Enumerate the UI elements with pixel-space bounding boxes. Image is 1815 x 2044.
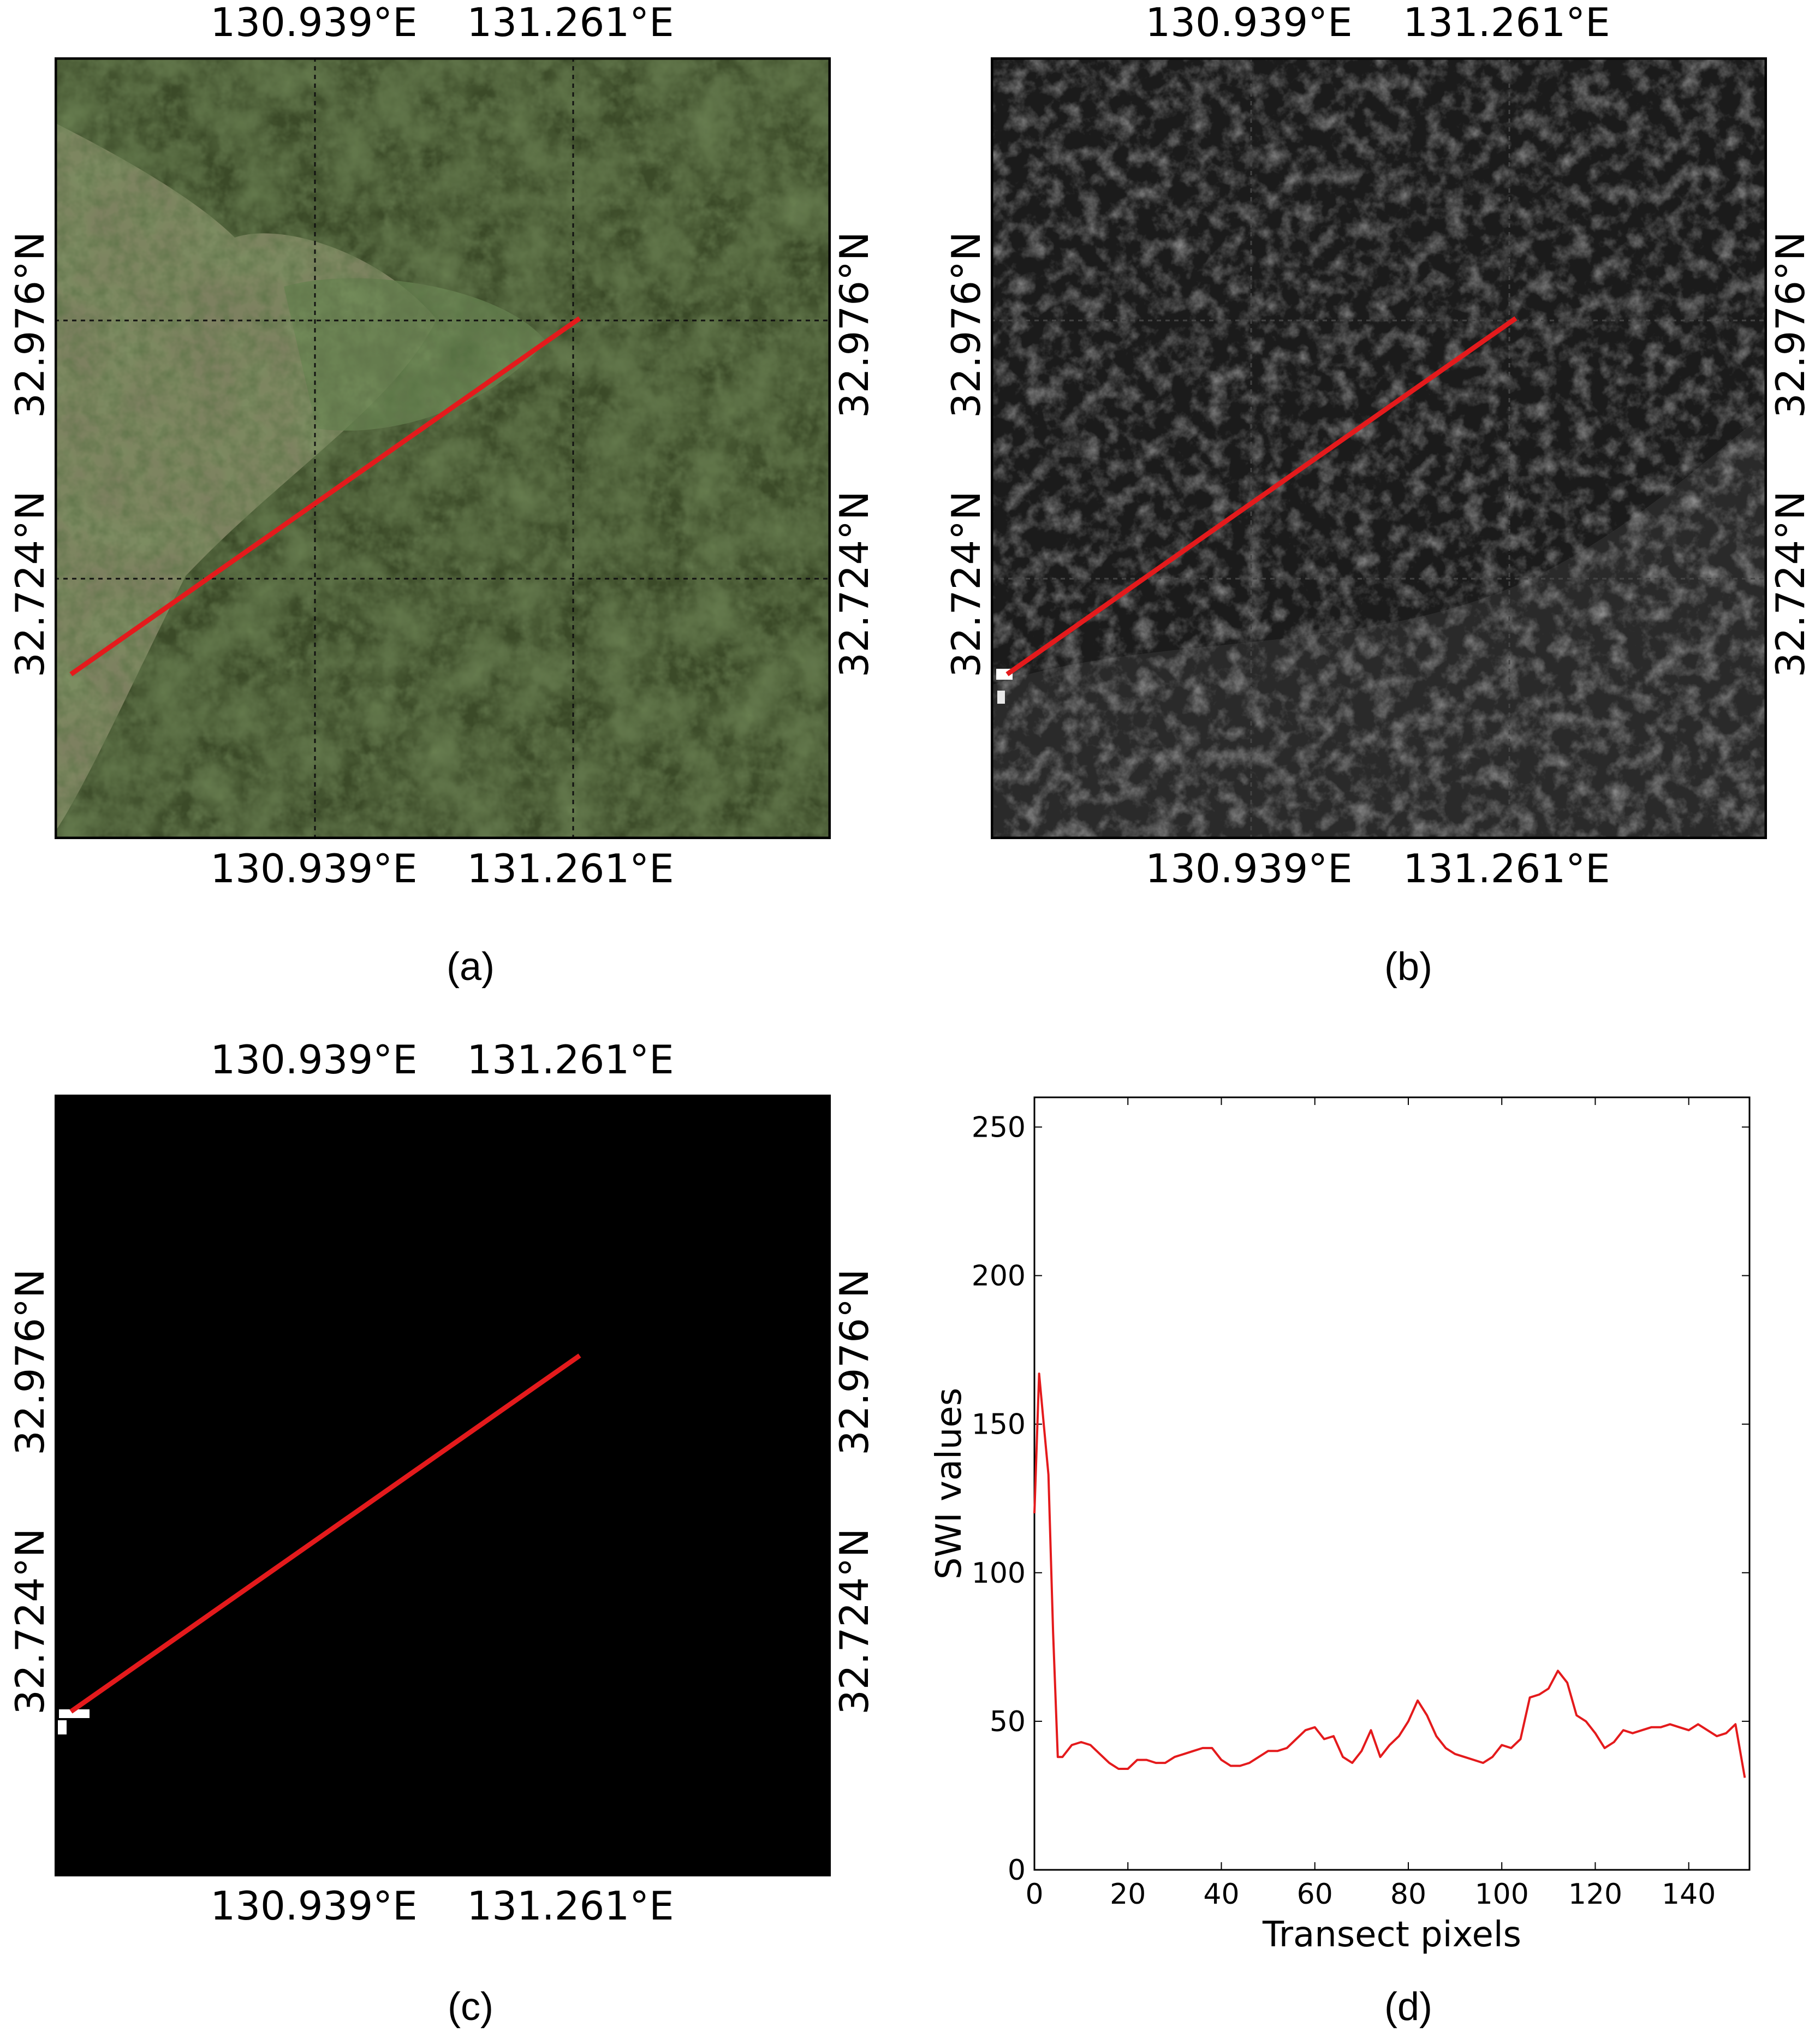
- chart-series-line: [1033, 1372, 1746, 1778]
- panel-a-bottom-lon-tick-2: 131.261°E: [467, 846, 674, 892]
- panel-c-top-lon-tick-2: 131.261°E: [467, 1037, 674, 1083]
- chart-y-tick-label: 250: [972, 1111, 1026, 1144]
- chart-x-tick-label: 20: [1110, 1878, 1146, 1911]
- chart-x-axis-label: Transect pixels: [1262, 1915, 1521, 1955]
- panel-a-caption: (a): [447, 945, 495, 989]
- chart-y-tick-label: 150: [972, 1409, 1026, 1441]
- panel-c-right-lat-tick-2: 32.724°N: [831, 1528, 877, 1715]
- chart-x-tick-label: 100: [1475, 1878, 1529, 1911]
- panel-b-bottom-lon-tick-2: 131.261°E: [1403, 846, 1610, 892]
- panel-c-map: [55, 1095, 831, 1876]
- panel-b-left-lat-tick-2: 32.724°N: [943, 491, 989, 678]
- panel-a-top-lon-tick-1: 130.939°E: [210, 0, 418, 45]
- panel-b-frame: [991, 57, 1767, 839]
- panel-d-chart: 0 20 40 60 80 100 120 140 0 50 100 150 200 250 Transe…: [929, 1096, 1751, 1955]
- chart-x-tick-label: 0: [1025, 1878, 1043, 1911]
- panel-c-mask-spot: [59, 1709, 90, 1718]
- chart-plot-frame: [1033, 1096, 1751, 1871]
- panel-a-map: [55, 57, 831, 839]
- panel-c-bottom-lon-tick-1: 130.939°E: [210, 1883, 418, 1929]
- panel-a-right-lat-tick-1: 32.976°N: [831, 231, 877, 418]
- panel-c-left-lat-tick-2: 32.724°N: [7, 1528, 53, 1715]
- chart-y-tick-label: 200: [972, 1260, 1026, 1293]
- panel-d-caption: (d): [1384, 1985, 1432, 2029]
- chart-x-tick-label: 80: [1390, 1878, 1426, 1911]
- chart-x-tick-label: 140: [1662, 1878, 1716, 1911]
- panel-c-transect-line: [69, 1353, 581, 1714]
- panel-b-bottom-lon-tick-1: 130.939°E: [1145, 846, 1353, 892]
- panel-a-left-lat-tick-2: 32.724°N: [7, 491, 53, 678]
- panel-a-texture-fine: [55, 57, 831, 839]
- panel-c-left-lat-tick-1: 32.976°N: [7, 1269, 53, 1455]
- panel-c-mask-spot-2: [58, 1720, 67, 1734]
- panel-b-map: [991, 57, 1767, 839]
- panel-b-top-lon-tick-1: 130.939°E: [1145, 0, 1353, 45]
- panel-b-caption: (b): [1384, 945, 1432, 989]
- panel-b-right-lat-tick-2: 32.724°N: [1768, 491, 1813, 678]
- chart-x-tick-label: 60: [1297, 1878, 1333, 1911]
- panel-c-map-bg: [55, 1095, 831, 1876]
- panel-c-caption: (c): [448, 1985, 493, 2029]
- panel-a-bottom-lon-tick-1: 130.939°E: [210, 846, 418, 892]
- chart-y-tick-label: 50: [990, 1706, 1026, 1738]
- panel-a-left-lat-tick-1: 32.976°N: [7, 231, 53, 418]
- panel-c-bottom-lon-tick-2: 131.261°E: [467, 1883, 674, 1929]
- panel-a-frame: [55, 57, 831, 839]
- panel-b-top-lon-tick-2: 131.261°E: [1403, 0, 1610, 45]
- panel-b-transect-line: [1005, 316, 1518, 676]
- chart-y-axis-label: SWI values: [929, 1388, 969, 1579]
- panel-c-top-lon-tick-1: 130.939°E: [210, 1037, 418, 1083]
- panel-a-right-lat-tick-2: 32.724°N: [831, 491, 877, 678]
- panel-b-bright-spot-2: [997, 691, 1005, 704]
- chart-y-tick-label: 100: [972, 1557, 1026, 1590]
- panel-a-transect-line: [69, 316, 581, 676]
- panel-b-left-lat-tick-1: 32.976°N: [943, 231, 989, 418]
- chart-x-tick-label: 120: [1568, 1878, 1622, 1911]
- chart-x-tick-label: 40: [1203, 1878, 1239, 1911]
- panel-b-texture: [991, 57, 1767, 839]
- panel-c-right-lat-tick-1: 32.976°N: [831, 1269, 877, 1455]
- panel-b-right-lat-tick-1: 32.976°N: [1768, 231, 1813, 418]
- chart-y-tick-label: 0: [1008, 1854, 1026, 1887]
- panel-a-top-lon-tick-2: 131.261°E: [467, 0, 674, 45]
